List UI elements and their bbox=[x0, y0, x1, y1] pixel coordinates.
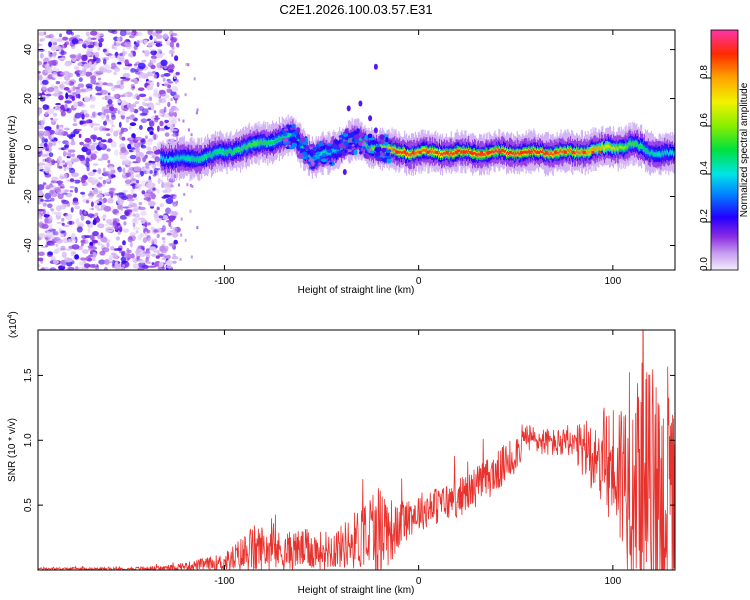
spectrogram-ytick-label: -20 bbox=[23, 189, 34, 204]
snr-ytick-label: 1.5 bbox=[23, 368, 34, 382]
colorbar-gradient bbox=[710, 29, 739, 271]
colorbar-tick-label: 0.0 bbox=[699, 257, 710, 271]
colorbar-tick-label: 0.8 bbox=[699, 65, 710, 79]
colorbar-tick-label: 0.6 bbox=[699, 113, 710, 127]
snr-frame bbox=[37, 329, 676, 571]
colorbar-tick-label: 0.4 bbox=[699, 161, 710, 175]
snr-xlabel: Height of straight line (km) bbox=[298, 585, 415, 596]
spectrogram-ytick-label: -40 bbox=[23, 238, 34, 253]
spectrogram-panel: -100 0 100 -40 -20 0 20 40 Height of straight … bbox=[7, 29, 676, 296]
spectrogram-image bbox=[38, 30, 675, 270]
snr-xtick-label: 100 bbox=[605, 576, 622, 587]
spectrogram-xlabel: Height of straight line (km) bbox=[298, 285, 415, 296]
spectrogram-frame bbox=[37, 29, 676, 271]
spectrogram-ylabel: Frequency (Hz) bbox=[7, 116, 18, 185]
spectrogram-ytick-label: 40 bbox=[23, 44, 34, 56]
spectrogram-xtick-label: 100 bbox=[605, 276, 622, 287]
spectrogram-x-axis: -100 0 100 bbox=[214, 30, 622, 287]
figure-title: C2E1.2026.100.03.57.E31 bbox=[279, 2, 432, 17]
spectrogram-xtick-label: -100 bbox=[214, 276, 234, 287]
snr-y-axis: 0.5 1.0 1.5 bbox=[23, 368, 675, 512]
snr-ytick-label: 1.0 bbox=[23, 433, 34, 447]
snr-xtick-label: -100 bbox=[214, 576, 234, 587]
spectrogram-y-axis: -40 -20 0 20 40 bbox=[23, 44, 675, 253]
snr-xtick-label: 0 bbox=[416, 576, 422, 587]
colorbar-label: Normalized spectral amplitude bbox=[739, 82, 750, 217]
snr-x-axis: -100 0 100 bbox=[214, 330, 622, 587]
colorbar-ticks: 0.0 0.2 0.4 0.6 0.8 bbox=[699, 65, 711, 271]
spectrogram-xtick-label: 0 bbox=[416, 276, 422, 287]
snr-ylabel: SNR (10 * v/v) bbox=[7, 418, 18, 482]
colorbar-tick-label: 0.2 bbox=[699, 209, 710, 223]
snr-panel: -100 0 100 0.5 1.0 1.5 Height of straight li… bbox=[7, 311, 676, 596]
snr-series-line bbox=[38, 330, 675, 570]
snr-scale-label: (x104) bbox=[7, 311, 19, 338]
spectrogram-ytick-label: 20 bbox=[23, 93, 34, 105]
colorbar: 0.0 0.2 0.4 0.6 0.8 Normalized spectral ampl… bbox=[699, 29, 750, 271]
snr-ytick-label: 0.5 bbox=[23, 498, 34, 512]
spectrogram-ytick-label: 0 bbox=[23, 144, 34, 150]
